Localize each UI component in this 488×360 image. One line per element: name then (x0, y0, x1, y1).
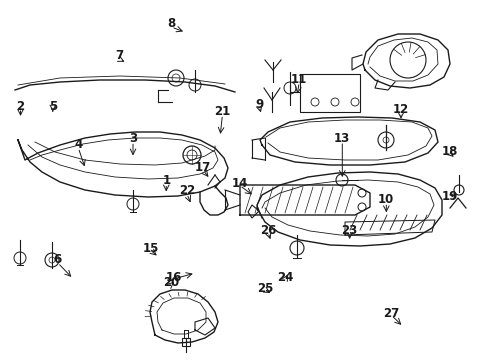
Text: 12: 12 (392, 103, 408, 116)
Text: 16: 16 (165, 271, 182, 284)
Text: 11: 11 (290, 73, 307, 86)
Text: 5: 5 (49, 100, 57, 113)
Text: 24: 24 (276, 271, 293, 284)
Text: 7: 7 (116, 49, 123, 62)
Text: 14: 14 (231, 177, 247, 190)
Text: 22: 22 (178, 184, 195, 197)
Text: 2: 2 (17, 100, 24, 113)
Text: 8: 8 (167, 17, 175, 30)
Text: 3: 3 (129, 132, 137, 145)
Text: 27: 27 (382, 307, 399, 320)
Text: 6: 6 (54, 253, 61, 266)
Bar (299, 74, 359, 112)
Text: 10: 10 (377, 193, 394, 206)
Text: 21: 21 (214, 105, 230, 118)
Text: 15: 15 (142, 242, 159, 255)
Text: 17: 17 (194, 161, 211, 174)
Text: 25: 25 (257, 282, 273, 294)
Text: 26: 26 (259, 224, 276, 237)
Text: 19: 19 (441, 190, 457, 203)
Text: 23: 23 (341, 224, 357, 237)
Text: 9: 9 (255, 98, 263, 111)
Text: 1: 1 (162, 174, 170, 186)
Text: 13: 13 (333, 132, 350, 145)
Text: 18: 18 (441, 145, 457, 158)
Text: 4: 4 (74, 138, 82, 150)
Text: 20: 20 (163, 276, 179, 289)
